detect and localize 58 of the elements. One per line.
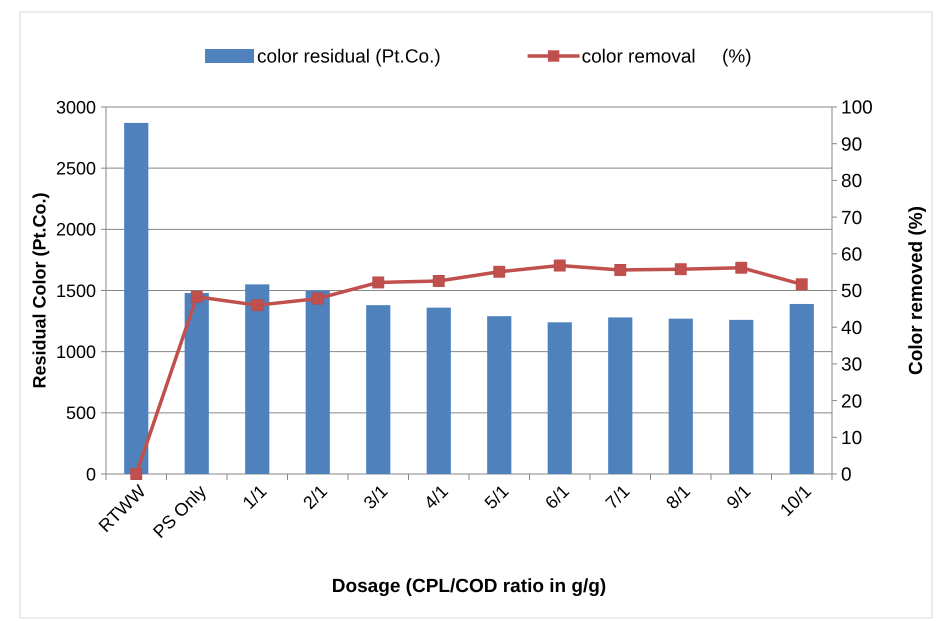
- bar: [487, 316, 512, 474]
- x-tick-label: 6/1: [541, 481, 574, 513]
- y-tick-label: 2000: [56, 220, 96, 240]
- point: [493, 266, 506, 278]
- legend-label: color residual (Pt.Co.): [257, 46, 441, 68]
- point: [674, 263, 687, 276]
- point: [190, 290, 203, 303]
- y2-tick-label: 80: [841, 171, 862, 192]
- x-tick-label: 8/1: [662, 481, 694, 513]
- y-tick-label: 3000: [56, 97, 96, 118]
- y2-tick-label: 40: [841, 318, 862, 339]
- y2-tick-label: 90: [841, 134, 862, 156]
- point: [614, 264, 626, 276]
- y2-tick-label: 100: [841, 98, 873, 119]
- y2-tick-label: 60: [841, 244, 862, 266]
- x-tick-label: 5/1: [480, 481, 513, 513]
- point: [312, 292, 324, 305]
- x-tick-label: 10/1: [776, 481, 816, 520]
- y2-axis-title: Color removed (%): [906, 206, 927, 375]
- y-tick-label: 0: [86, 464, 96, 484]
- bar: [124, 122, 148, 474]
- x-tick-label: 2/1: [299, 481, 332, 513]
- x-axis-title: Dosage (CPL/COD ratio in g/g): [332, 576, 606, 597]
- point: [251, 299, 264, 312]
- bar: [366, 305, 390, 474]
- point: [372, 276, 384, 288]
- x-tick-label: 4/1: [420, 481, 452, 513]
- y2-tick-label: 50: [841, 281, 862, 302]
- y-axis-title: Residual Color (Pt.Co.): [29, 192, 50, 389]
- y2-tick-label: 20: [841, 391, 862, 412]
- y2-tick-label: 70: [841, 208, 862, 229]
- point: [432, 275, 445, 287]
- bar: [245, 284, 270, 474]
- bar: [184, 292, 209, 474]
- y-tick-label: 1000: [56, 342, 96, 362]
- y2-tick-label: 0: [841, 464, 852, 486]
- legend-label: color removal (%): [582, 46, 752, 68]
- point: [796, 278, 808, 290]
- y2-tick-label: 30: [841, 354, 862, 376]
- bar: [608, 317, 632, 474]
- y-tick-label: 2500: [56, 158, 96, 178]
- bar: [306, 290, 330, 474]
- x-tick-label: 7/1: [602, 481, 634, 513]
- bar: [548, 322, 572, 474]
- x-tick-label: 3/1: [360, 481, 392, 513]
- x-tick-label: 1/1: [238, 481, 271, 513]
- y-tick-label: 1500: [56, 280, 96, 301]
- bar: [668, 318, 693, 474]
- bar: [729, 320, 754, 474]
- point: [735, 262, 748, 274]
- bar: [426, 308, 451, 474]
- y-tick-label: 500: [66, 403, 96, 424]
- point: [554, 260, 566, 272]
- y2-tick-label: 10: [841, 428, 862, 449]
- x-tick-label: PS Only: [149, 481, 210, 542]
- point: [130, 468, 142, 480]
- x-tick-label: 9/1: [722, 481, 755, 513]
- bar: [790, 304, 814, 474]
